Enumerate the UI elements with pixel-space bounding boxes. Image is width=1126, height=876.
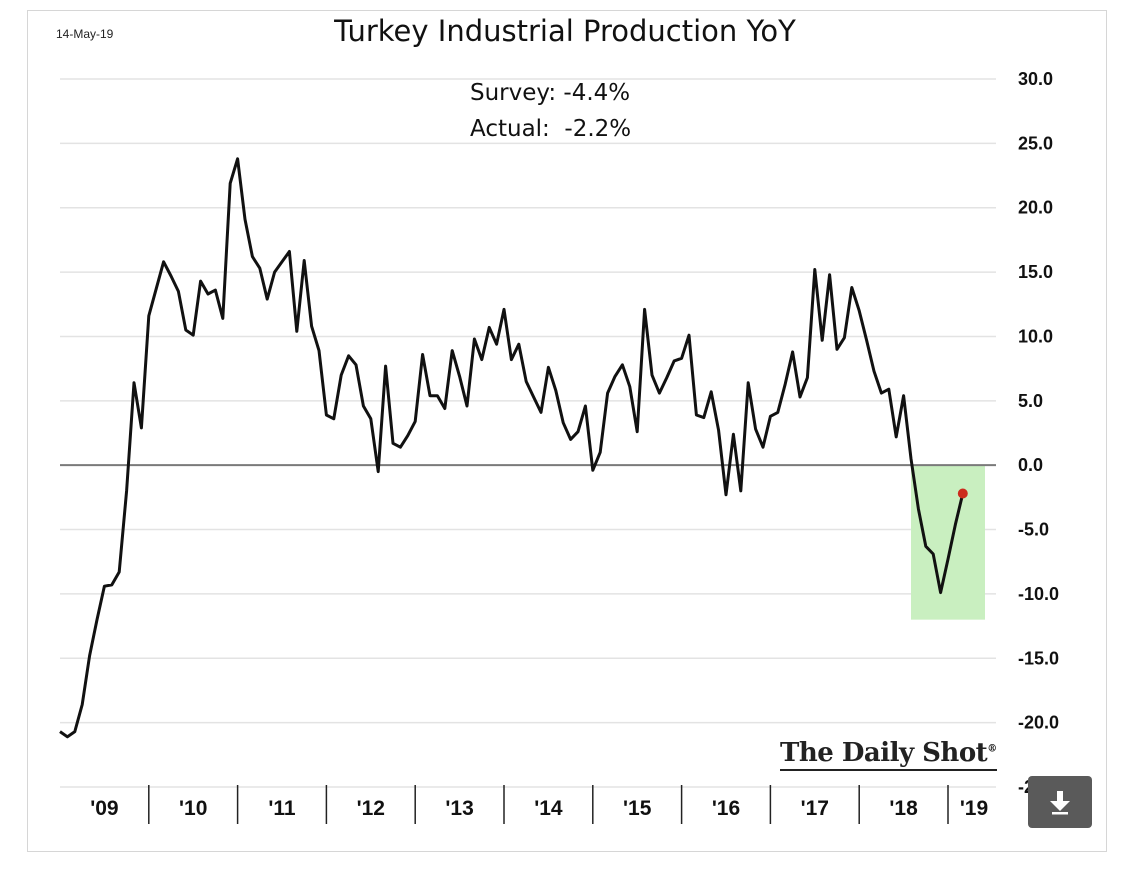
x-tick-label: '18 — [889, 797, 918, 820]
y-tick-label: -10.0 — [1018, 584, 1059, 604]
y-tick-label: 15.0 — [1018, 262, 1053, 282]
y-tick-label: 25.0 — [1018, 133, 1053, 153]
x-tick-label: '17 — [801, 797, 829, 820]
highlight-region — [911, 465, 985, 620]
x-tick-label: '09 — [90, 797, 118, 820]
y-axis-ticks: 30.0 25.0 20.0 15.0 10.0 5.0 0.0 -5.0 -10.0 -15.0… — [1018, 69, 1059, 797]
chart-title: Turkey Industrial Production YoY — [334, 14, 796, 48]
x-tick-label: '12 — [357, 797, 385, 820]
x-tick-label: '11 — [268, 797, 296, 820]
y-tick-label: 5.0 — [1018, 391, 1043, 411]
date-label: 14-May-19 — [56, 27, 114, 41]
y-tick-label: 0.0 — [1018, 455, 1043, 475]
x-tick-label: '19 — [960, 797, 988, 820]
download-button[interactable] — [1028, 776, 1092, 828]
survey-annotation: Survey: -4.4% — [470, 80, 631, 106]
y-tick-label: 30.0 — [1018, 69, 1053, 89]
grid-lines — [60, 78, 996, 788]
x-tick-label: '16 — [712, 797, 740, 820]
brand-mark: ® — [987, 743, 997, 755]
actual-annotation: Actual: -2.2% — [470, 116, 632, 142]
y-tick-label: 20.0 — [1018, 198, 1053, 218]
y-tick-label: -15.0 — [1018, 648, 1059, 668]
brand-logo: The Daily Shot® — [780, 738, 997, 771]
download-arrow-icon — [1050, 791, 1070, 815]
x-tick-label: '10 — [179, 797, 207, 820]
y-tick-label: -5.0 — [1018, 520, 1049, 540]
last-data-point — [957, 488, 968, 499]
x-tick-label: '13 — [445, 797, 473, 820]
y-tick-label: 10.0 — [1018, 326, 1053, 346]
x-tick-label: '14 — [534, 797, 563, 820]
x-tick-label: '15 — [623, 797, 652, 820]
brand-name: The Daily Shot — [780, 738, 988, 768]
x-axis: '09 '10 '11 '12 '13 '14 '15 '16 '17 '18 '19 — [90, 785, 988, 824]
y-tick-label: -20.0 — [1018, 713, 1059, 733]
series-line — [59, 157, 965, 739]
